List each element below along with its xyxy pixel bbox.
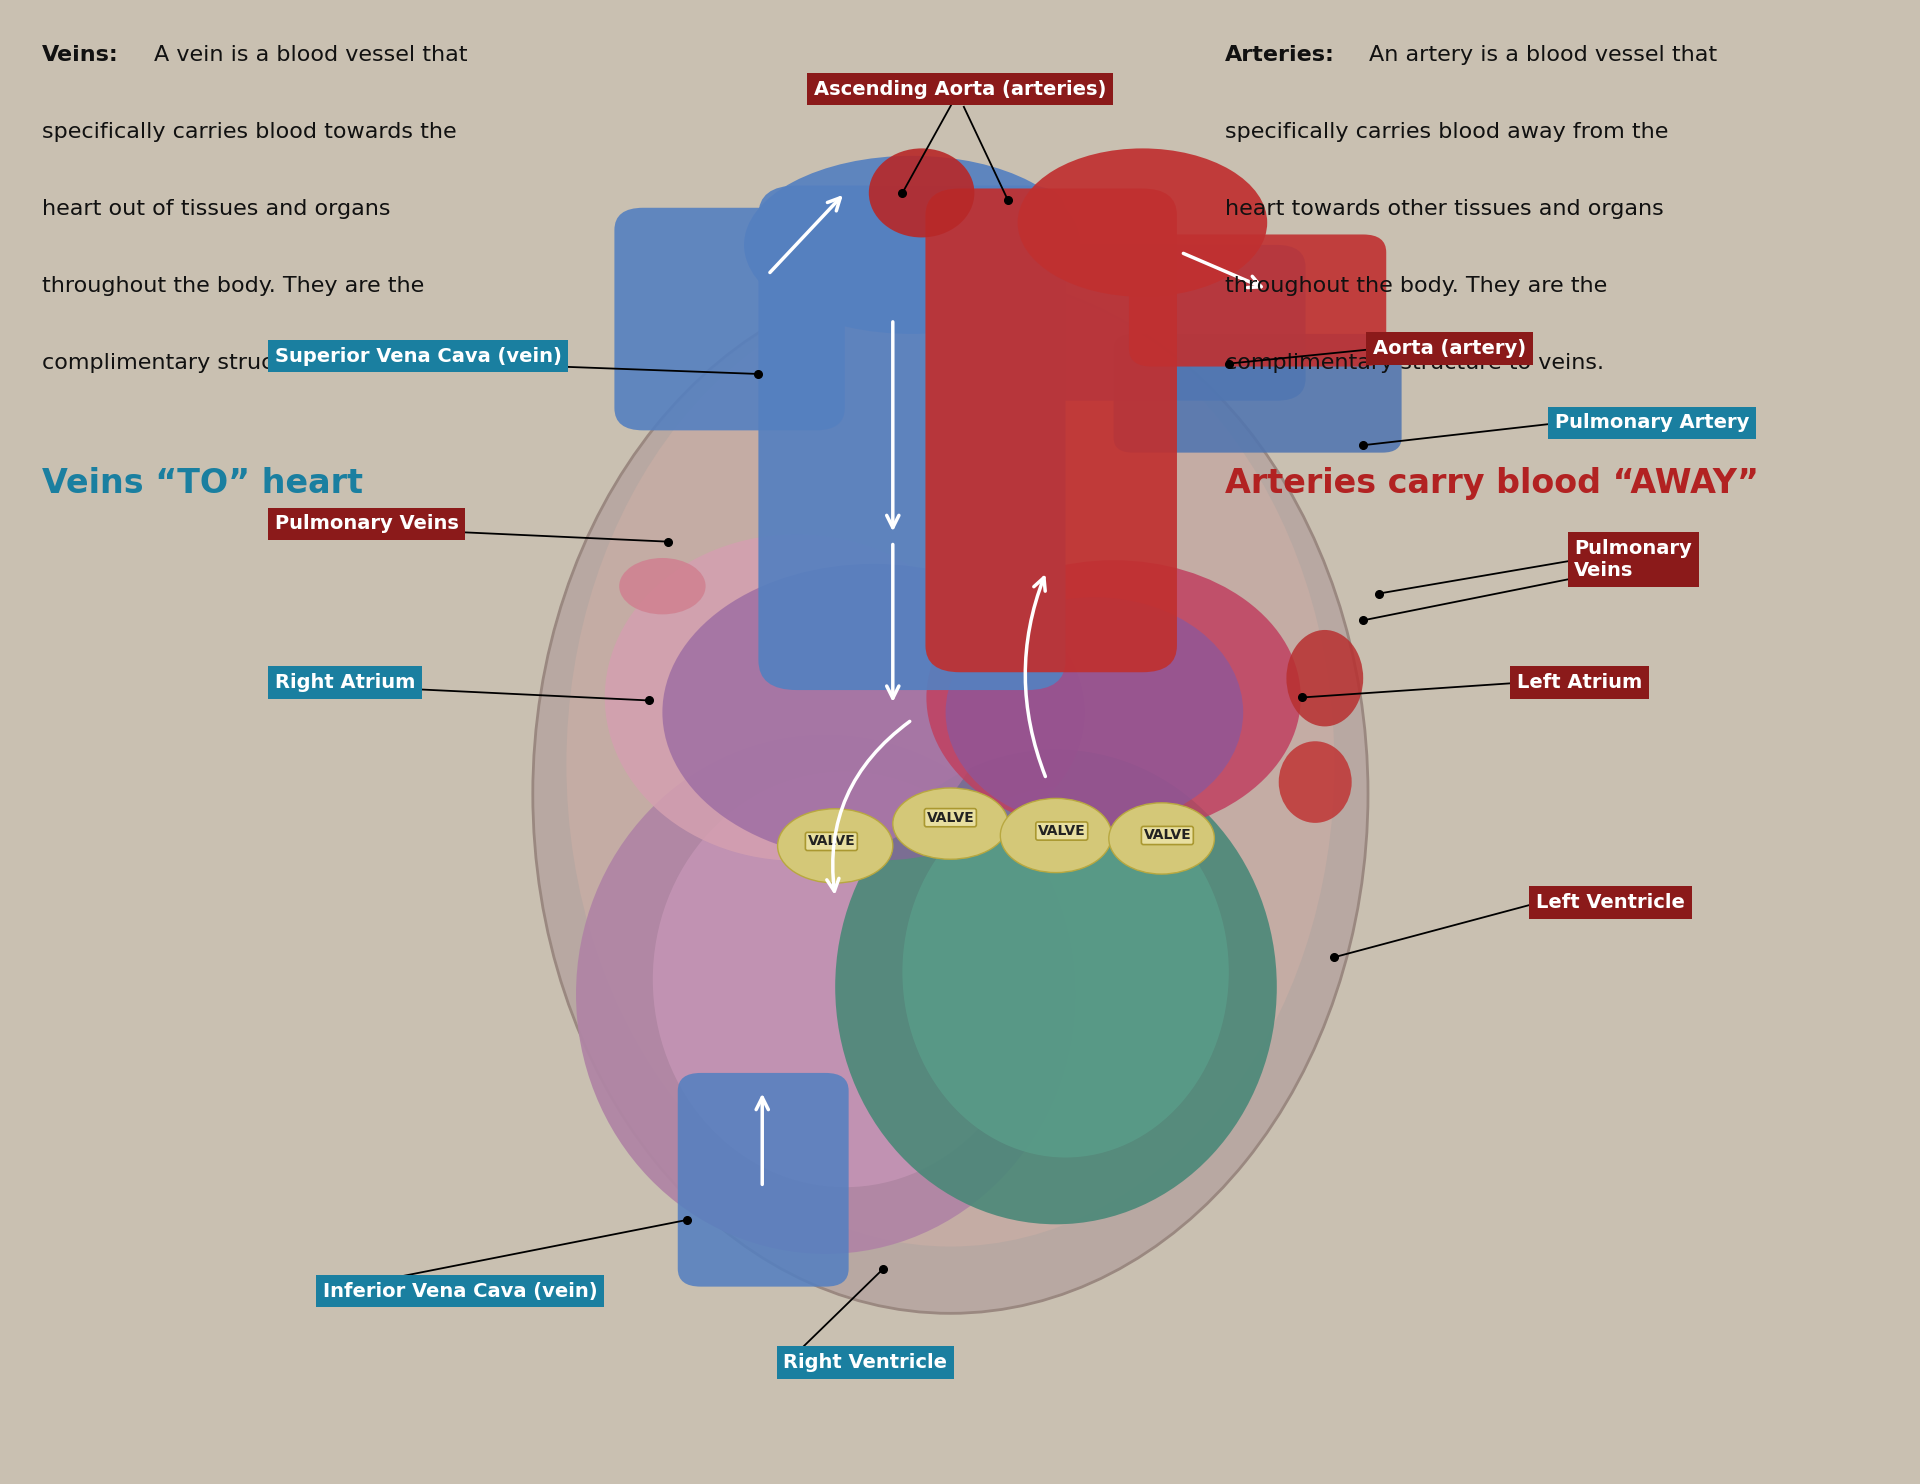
Ellipse shape	[1000, 798, 1112, 873]
Text: throughout the body. They are the: throughout the body. They are the	[42, 276, 424, 295]
Text: VALVE: VALVE	[1144, 828, 1190, 843]
Text: Ascending Aorta (arteries): Ascending Aorta (arteries)	[814, 80, 1106, 98]
Text: Aorta (artery): Aorta (artery)	[1373, 340, 1526, 358]
Text: A vein is a blood vessel that: A vein is a blood vessel that	[154, 45, 467, 64]
Text: VALVE: VALVE	[808, 834, 854, 849]
Text: Arteries:: Arteries:	[1225, 45, 1334, 64]
Ellipse shape	[945, 597, 1242, 827]
Text: An artery is a blood vessel that: An artery is a blood vessel that	[1369, 45, 1716, 64]
Text: Pulmonary
Veins: Pulmonary Veins	[1574, 539, 1692, 580]
FancyBboxPatch shape	[614, 208, 845, 430]
FancyBboxPatch shape	[1027, 245, 1306, 401]
Ellipse shape	[605, 534, 989, 861]
Ellipse shape	[778, 809, 893, 883]
Ellipse shape	[1110, 803, 1213, 874]
Text: VALVE: VALVE	[1039, 824, 1085, 838]
Text: specifically carries blood away from the: specifically carries blood away from the	[1225, 122, 1668, 141]
Text: Left Atrium: Left Atrium	[1517, 674, 1642, 692]
Text: throughout the body. They are the: throughout the body. They are the	[1225, 276, 1607, 295]
Ellipse shape	[925, 559, 1302, 834]
Ellipse shape	[745, 156, 1079, 334]
Text: Pulmonary Artery: Pulmonary Artery	[1555, 414, 1749, 432]
Ellipse shape	[835, 749, 1277, 1224]
FancyBboxPatch shape	[1129, 234, 1386, 367]
Ellipse shape	[902, 787, 1229, 1158]
Text: Veins “TO” heart: Veins “TO” heart	[42, 467, 363, 500]
Text: Superior Vena Cava (vein): Superior Vena Cava (vein)	[275, 347, 561, 365]
Ellipse shape	[576, 735, 1075, 1254]
Ellipse shape	[653, 772, 1037, 1187]
Ellipse shape	[532, 275, 1367, 1313]
Text: complimentary structure to arteries.: complimentary structure to arteries.	[42, 353, 449, 372]
Text: heart out of tissues and organs: heart out of tissues and organs	[42, 199, 392, 218]
Text: VALVE: VALVE	[927, 810, 973, 825]
Text: complimentary structure to veins.: complimentary structure to veins.	[1225, 353, 1603, 372]
Ellipse shape	[1279, 741, 1352, 822]
Ellipse shape	[662, 564, 1085, 861]
Text: Arteries carry blood “AWAY”: Arteries carry blood “AWAY”	[1225, 467, 1759, 500]
Text: Left Ventricle: Left Ventricle	[1536, 893, 1686, 911]
Ellipse shape	[893, 788, 1008, 859]
Text: Pulmonary Veins: Pulmonary Veins	[275, 515, 459, 533]
Text: Right Atrium: Right Atrium	[275, 674, 415, 692]
FancyBboxPatch shape	[1114, 334, 1402, 453]
Text: Right Ventricle: Right Ventricle	[783, 1353, 947, 1371]
FancyBboxPatch shape	[925, 188, 1177, 672]
FancyBboxPatch shape	[678, 1073, 849, 1287]
Ellipse shape	[1018, 148, 1267, 297]
Text: Veins:: Veins:	[42, 45, 119, 64]
Ellipse shape	[618, 558, 707, 614]
Text: specifically carries blood towards the: specifically carries blood towards the	[42, 122, 457, 141]
FancyBboxPatch shape	[758, 186, 1066, 690]
Ellipse shape	[566, 282, 1334, 1247]
Text: Inferior Vena Cava (vein): Inferior Vena Cava (vein)	[323, 1282, 597, 1300]
Text: heart towards other tissues and organs: heart towards other tissues and organs	[1225, 199, 1665, 218]
Ellipse shape	[868, 148, 973, 237]
Ellipse shape	[1286, 629, 1363, 727]
